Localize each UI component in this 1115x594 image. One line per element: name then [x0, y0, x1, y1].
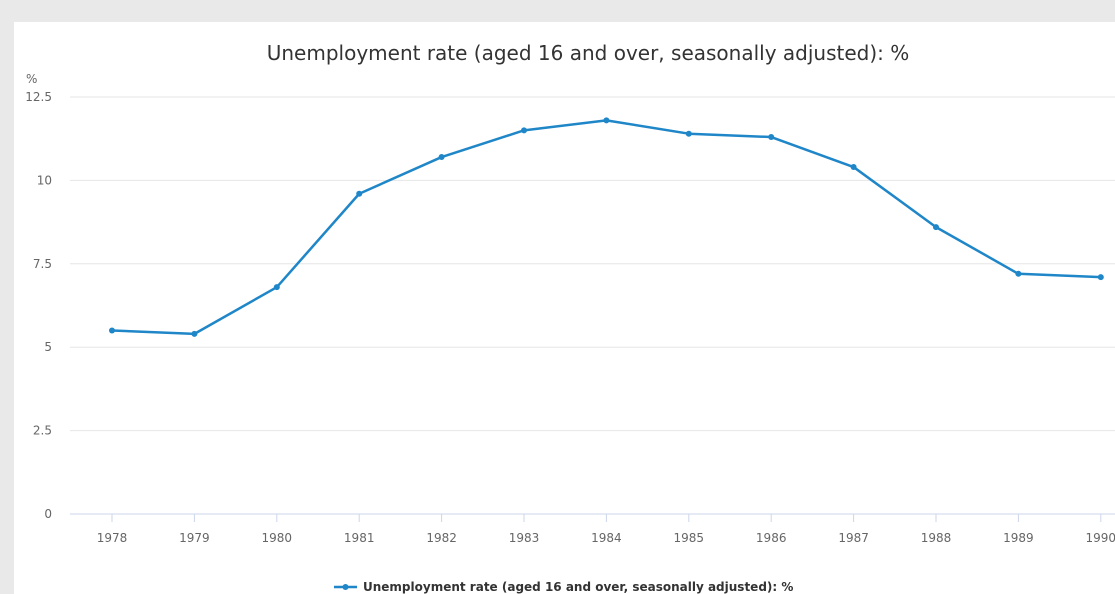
- chart-title: Unemployment rate (aged 16 and over, sea…: [267, 41, 910, 65]
- x-tick-label: 1983: [509, 531, 540, 545]
- data-point[interactable]: [768, 134, 775, 141]
- data-point[interactable]: [603, 117, 610, 124]
- legend-marker-icon: [342, 584, 349, 590]
- y-tick-label: 12.5: [25, 90, 52, 104]
- x-tick-label: 1984: [591, 531, 622, 545]
- data-point[interactable]: [273, 284, 280, 291]
- data-point[interactable]: [191, 330, 198, 337]
- data-point[interactable]: [356, 190, 363, 197]
- x-tick-label: 1990: [1086, 531, 1115, 545]
- x-tick-label: 1987: [838, 531, 869, 545]
- y-tick-label: 0: [44, 507, 52, 521]
- x-tick-label: 1982: [426, 531, 457, 545]
- x-tick-label: 1985: [674, 531, 705, 545]
- data-point[interactable]: [850, 164, 857, 171]
- x-tick-label: 1979: [179, 531, 210, 545]
- data-point[interactable]: [521, 127, 527, 134]
- y-tick-label: 5: [44, 340, 52, 354]
- x-tick-label: 1978: [97, 531, 128, 545]
- legend-label: Unemployment rate (aged 16 and over, sea…: [363, 580, 793, 594]
- data-point[interactable]: [1015, 270, 1022, 277]
- y-tick-label: 7.5: [33, 257, 52, 271]
- series-layer: [109, 117, 1104, 337]
- x-tick-label: 1980: [262, 531, 293, 545]
- x-tick-label: 1989: [1003, 531, 1034, 545]
- axes: 0 2.5 5 7.5 10 12.5 1978 1979 1980 1981 1982 1983 19…: [25, 90, 1115, 545]
- series-line: [110, 119, 1103, 336]
- data-point[interactable]: [1097, 274, 1104, 281]
- gridlines: [70, 96, 1115, 432]
- x-tick-label: 1981: [344, 531, 375, 545]
- data-point[interactable]: [685, 130, 692, 137]
- x-tick-label: 1988: [921, 531, 952, 545]
- y-tick-label: 10: [37, 173, 52, 187]
- chart-panel: [14, 22, 1115, 594]
- data-point[interactable]: [438, 154, 445, 161]
- legend[interactable]: Unemployment rate (aged 16 and over, sea…: [334, 580, 793, 594]
- data-point[interactable]: [933, 224, 939, 231]
- y-axis-unit-label: %: [26, 72, 37, 86]
- x-tick-label: 1986: [756, 531, 787, 545]
- data-point[interactable]: [109, 327, 115, 334]
- y-tick-label: 2.5: [33, 424, 52, 438]
